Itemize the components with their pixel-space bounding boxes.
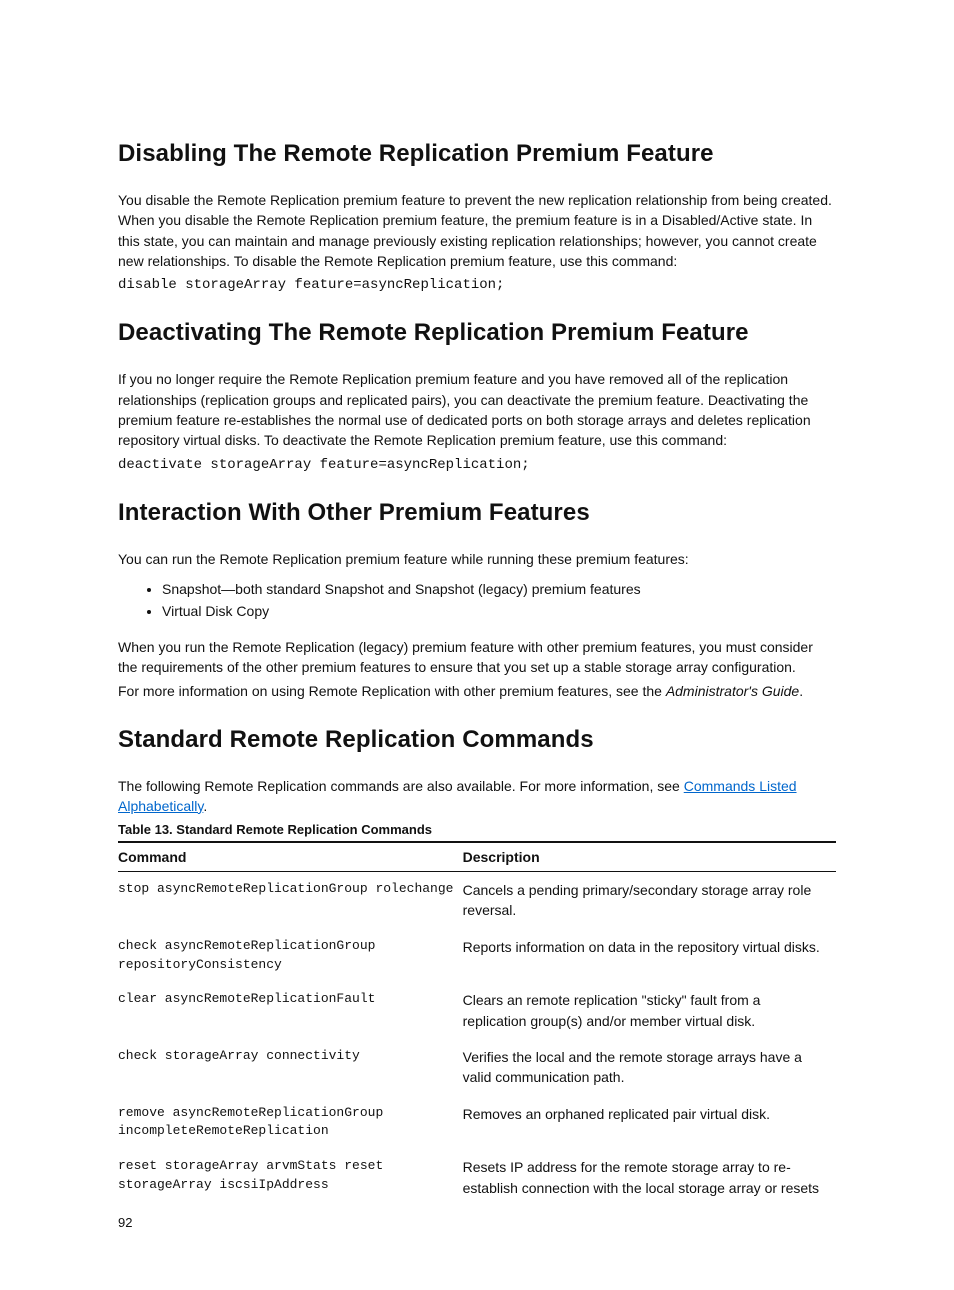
text-prefix: The following Remote Replication command… [118,778,684,794]
cell-command: stop asyncRemoteReplicationGroup rolecha… [118,872,463,929]
para-deactivating: If you no longer require the Remote Repl… [118,369,836,450]
document-page: Disabling The Remote Replication Premium… [0,0,954,1290]
para-disabling: You disable the Remote Replication premi… [118,190,836,271]
cell-command: reset storageArray arvmStats reset stora… [118,1149,463,1206]
col-header-command: Command [118,842,463,872]
cell-description: Clears an remote replication "sticky" fa… [463,982,836,1039]
table-row: remove asyncRemoteReplicationGroup incom… [118,1096,836,1150]
heading-standard: Standard Remote Replication Commands [118,726,836,754]
section-interaction: Interaction With Other Premium Features … [118,499,836,702]
list-item: Snapshot—both standard Snapshot and Snap… [162,579,836,601]
list-item: Virtual Disk Copy [162,601,836,623]
code-disable: disable storageArray feature=asyncReplic… [118,275,836,295]
code-deactivate: deactivate storageArray feature=asyncRep… [118,455,836,475]
para-interaction-3: For more information on using Remote Rep… [118,681,836,701]
table-row: clear asyncRemoteReplicationFault Clears… [118,982,836,1039]
text-italic-guide: Administrator's Guide [666,683,799,699]
table-row: reset storageArray arvmStats reset stora… [118,1149,836,1206]
col-header-description: Description [463,842,836,872]
cell-command: check storageArray connectivity [118,1039,463,1096]
heading-interaction: Interaction With Other Premium Features [118,499,836,527]
cell-command: remove asyncRemoteReplicationGroup incom… [118,1096,463,1150]
section-disabling: Disabling The Remote Replication Premium… [118,140,836,295]
cell-description: Removes an orphaned replicated pair virt… [463,1096,836,1150]
cell-description: Cancels a pending primary/secondary stor… [463,872,836,929]
text-prefix: For more information on using Remote Rep… [118,683,666,699]
text-suffix: . [203,798,207,814]
table-row: stop asyncRemoteReplicationGroup rolecha… [118,872,836,929]
para-standard-intro: The following Remote Replication command… [118,776,836,817]
heading-disabling: Disabling The Remote Replication Premium… [118,140,836,168]
cell-command: clear asyncRemoteReplicationFault [118,982,463,1039]
table-caption: Table 13. Standard Remote Replication Co… [118,822,836,837]
table-row: check storageArray connectivity Verifies… [118,1039,836,1096]
cell-description: Reports information on data in the repos… [463,929,836,983]
cell-description: Resets IP address for the remote storage… [463,1149,836,1206]
section-standard-commands: Standard Remote Replication Commands The… [118,726,836,1206]
cell-command: check asyncRemoteReplicationGroup reposi… [118,929,463,983]
para-interaction-2: When you run the Remote Replication (leg… [118,637,836,678]
table-header-row: Command Description [118,842,836,872]
section-deactivating: Deactivating The Remote Replication Prem… [118,319,836,474]
table-row: check asyncRemoteReplicationGroup reposi… [118,929,836,983]
para-interaction-intro: You can run the Remote Replication premi… [118,549,836,569]
text-suffix: . [799,683,803,699]
heading-deactivating: Deactivating The Remote Replication Prem… [118,319,836,347]
cell-description: Verifies the local and the remote storag… [463,1039,836,1096]
bullet-list: Snapshot—both standard Snapshot and Snap… [118,579,836,622]
page-number: 92 [118,1215,132,1230]
commands-table: Command Description stop asyncRemoteRepl… [118,841,836,1206]
